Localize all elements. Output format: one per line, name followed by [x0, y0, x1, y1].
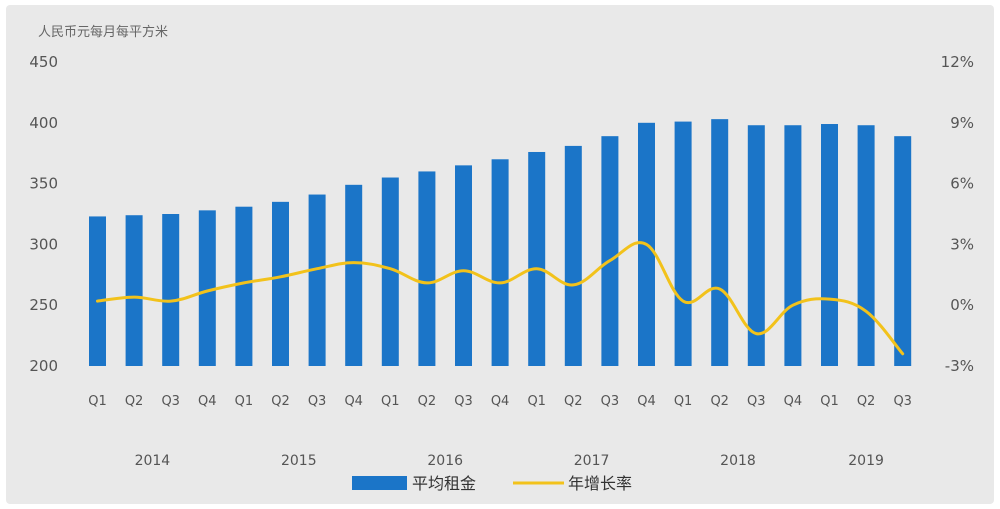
chart-panel: 人民币元每月每平方米 450 400 350 300 250 200 12% 9% 6% 3% 0… — [6, 5, 994, 504]
x-axis-quarter-label: Q4 — [784, 394, 803, 409]
bar — [345, 184, 363, 366]
x-axis-quarter-label: Q4 — [491, 394, 510, 409]
left-axis-tick-label: 400 — [29, 114, 58, 132]
x-axis-quarter-label: Q3 — [747, 394, 766, 409]
x-axis-quarter-label: Q4 — [344, 394, 363, 409]
x-axis-quarter-label: Q3 — [601, 394, 620, 409]
x-axis-quarter-label: Q1 — [820, 394, 839, 409]
bar — [125, 215, 143, 366]
x-axis-quarter-label: Q2 — [710, 394, 729, 409]
bar — [308, 194, 326, 366]
bar — [564, 145, 582, 366]
legend-line-label: 年增长率 — [568, 474, 632, 493]
x-axis-quarter-label: Q1 — [381, 394, 400, 409]
bar — [491, 159, 509, 366]
legend-bar-swatch — [352, 476, 407, 490]
right-axis: 12% 9% 6% 3% 0% -3% — [941, 53, 974, 375]
x-axis-quarters: Q1 Q2 Q3 Q4 Q1 Q2 Q3 Q4 Q1 Q2 Q3 Q4 Q1 Q2 Q3 Q4 Q1 Q2 Q3 Q4… — [88, 394, 912, 409]
x-axis-quarter-label: Q1 — [674, 394, 693, 409]
left-axis-unit-label: 人民币元每月每平方米 — [38, 24, 168, 40]
x-axis-years: 2014 2015 2016 2017 2018 2019 — [135, 453, 884, 469]
x-axis-year-label: 2016 — [427, 453, 463, 469]
bar — [381, 177, 399, 366]
rent-growth-chart: 人民币元每月每平方米 450 400 350 300 250 200 12% 9% 6% 3% 0… — [29, 24, 974, 493]
x-axis-quarter-label: Q2 — [125, 394, 144, 409]
x-axis-quarter-label: Q4 — [198, 394, 217, 409]
x-axis-quarter-label: Q3 — [161, 394, 180, 409]
bar — [198, 210, 216, 366]
right-axis-tick-label: 12% — [941, 53, 974, 71]
bar — [747, 125, 765, 367]
x-axis-quarter-label: Q3 — [454, 394, 473, 409]
legend: 平均租金 年增长率 — [352, 474, 632, 493]
right-axis-tick-label: 6% — [950, 175, 974, 193]
right-axis-tick-label: 0% — [950, 296, 974, 314]
line-series — [96, 241, 905, 356]
x-axis-quarter-label: Q3 — [308, 394, 327, 409]
x-axis-year-label: 2017 — [574, 453, 610, 469]
bar — [894, 136, 912, 366]
bar — [272, 201, 289, 366]
bar — [601, 136, 619, 366]
bar — [89, 216, 106, 366]
x-axis-quarter-label: Q3 — [893, 394, 912, 409]
bar — [528, 151, 546, 366]
bar-series — [89, 119, 912, 367]
bar — [821, 124, 838, 367]
x-axis-quarter-label: Q1 — [527, 394, 546, 409]
x-axis-quarter-label: Q2 — [857, 394, 876, 409]
bar — [784, 125, 802, 367]
right-axis-tick-label: 9% — [950, 114, 974, 132]
growth-rate-line — [96, 241, 905, 356]
x-axis-quarter-label: Q2 — [564, 394, 583, 409]
legend-bar-label: 平均租金 — [412, 474, 476, 493]
left-axis-tick-label: 300 — [29, 235, 58, 253]
x-axis-year-label: 2019 — [848, 453, 884, 469]
x-axis-quarter-label: Q2 — [271, 394, 290, 409]
bar — [711, 119, 729, 366]
left-axis-tick-label: 200 — [29, 357, 58, 375]
left-axis-tick-label: 350 — [29, 175, 58, 193]
x-axis-quarter-label: Q1 — [235, 394, 254, 409]
left-axis-tick-label: 250 — [29, 296, 58, 314]
x-axis-quarter-label: Q2 — [418, 394, 437, 409]
x-axis-year-label: 2018 — [720, 453, 756, 469]
left-axis: 450 400 350 300 250 200 — [29, 53, 58, 375]
x-axis-year-label: 2015 — [281, 453, 317, 469]
right-axis-tick-label: -3% — [945, 357, 974, 375]
bar — [674, 121, 692, 366]
left-axis-tick-label: 450 — [29, 53, 58, 71]
bar — [162, 214, 180, 366]
right-axis-tick-label: 3% — [950, 235, 974, 253]
bar — [455, 165, 472, 366]
x-axis-quarter-label: Q1 — [88, 394, 107, 409]
bar — [418, 171, 436, 366]
bar — [857, 125, 875, 367]
x-axis-quarter-label: Q4 — [637, 394, 656, 409]
x-axis-year-label: 2014 — [135, 453, 171, 469]
bar — [235, 206, 253, 366]
